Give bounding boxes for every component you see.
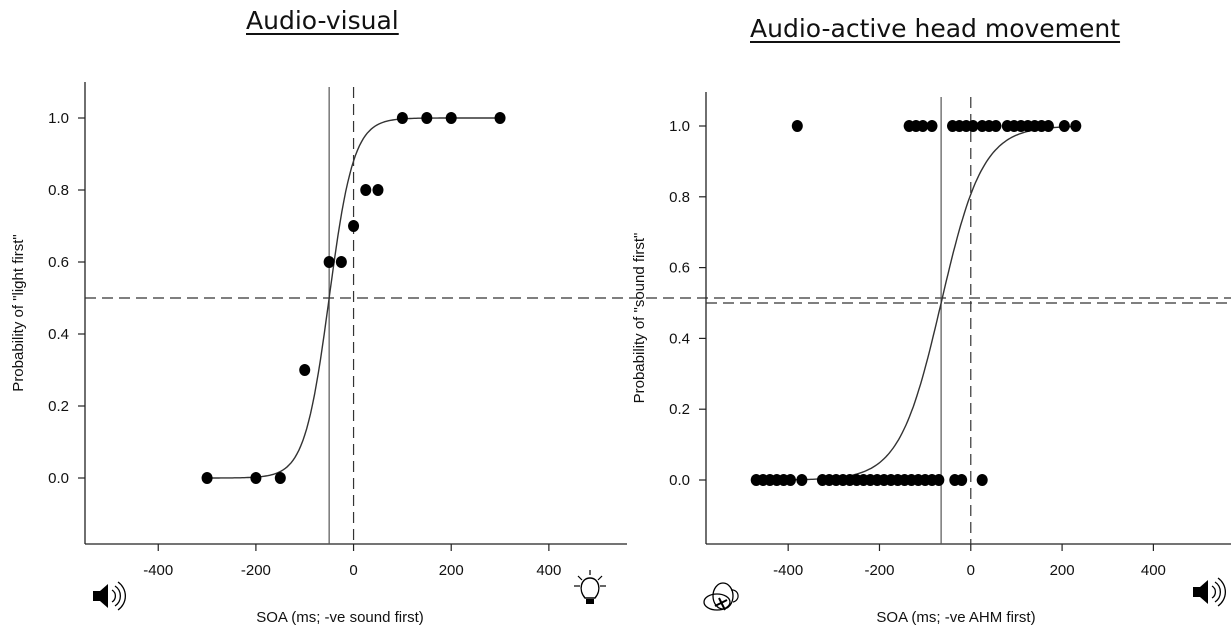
chart-av: -400 -200 0 200 400 0.0 0.2 0.4 0.6 0.8 1.0 SOA (ms…: [10, 82, 1231, 626]
x-tick-label: 400: [536, 562, 561, 579]
x-tick-label: -400: [773, 562, 803, 579]
data-point: [990, 120, 1002, 132]
data-point: [445, 112, 457, 124]
chart-title-audio-active-head-movement: Audio-active head movement: [750, 14, 1121, 43]
data-point: [1042, 120, 1054, 132]
y-axis-label: Probability of "sound first": [631, 233, 648, 404]
y-tick-label: 0.0: [48, 470, 69, 487]
data-point: [201, 472, 213, 484]
data-point: [274, 472, 286, 484]
data-point: [494, 112, 506, 124]
y-tick-label: 1.0: [669, 118, 690, 135]
data-point: [372, 184, 384, 196]
x-tick-label: 0: [967, 562, 975, 579]
y-tick-label: 1.0: [48, 110, 69, 127]
data-point: [335, 256, 347, 268]
data-point: [926, 120, 938, 132]
data-point: [976, 474, 988, 486]
x-tick-label: 0: [349, 562, 357, 579]
data-point: [967, 120, 979, 132]
x-tick-label: -400: [143, 562, 173, 579]
data-point: [917, 120, 929, 132]
lightbulb-icon: [574, 570, 606, 604]
speaker-icon: [1193, 577, 1227, 607]
x-tick-label: -200: [864, 562, 894, 579]
data-point: [791, 120, 803, 132]
y-tick-label: 0.2: [48, 398, 69, 415]
data-point: [421, 112, 433, 124]
data-point: [956, 474, 968, 486]
x-axis-label: SOA (ms; -ve AHM first): [876, 609, 1035, 626]
data-point: [360, 184, 372, 196]
chart-title-audio-visual: Audio-visual: [246, 6, 399, 35]
data-point: [1070, 120, 1082, 132]
y-tick-label: 0.2: [669, 401, 690, 418]
speaker-icon: [93, 581, 127, 611]
x-tick-label: 200: [439, 562, 464, 579]
data-point: [348, 220, 360, 232]
y-tick-label: 0.6: [48, 254, 69, 271]
chart-ahm: -400 -200 0 200 400 0.0 0.2 0.4 0.6 0.8 1.0 SOA (ms…: [631, 92, 1231, 626]
data-point: [1058, 120, 1070, 132]
y-tick-label: 0.6: [669, 260, 690, 277]
data-point: [784, 474, 796, 486]
data-point: [250, 472, 262, 484]
data-point: [323, 256, 335, 268]
y-tick-label: 0.0: [669, 472, 690, 489]
y-tick-label: 0.4: [669, 330, 690, 347]
data-point: [933, 474, 945, 486]
fit-curve: [756, 125, 1076, 481]
y-tick-label: 0.8: [48, 182, 69, 199]
x-tick-label: 200: [1050, 562, 1075, 579]
x-axis-label: SOA (ms; -ve sound first): [256, 609, 424, 626]
data-point: [396, 112, 408, 124]
y-tick-label: 0.8: [669, 189, 690, 206]
data-point: [299, 364, 311, 376]
data-point: [796, 474, 808, 486]
head-movement-icon: [703, 582, 739, 611]
x-tick-label: 400: [1141, 562, 1166, 579]
y-axis-label: Probability of "light first": [10, 234, 27, 391]
x-tick-label: -200: [241, 562, 271, 579]
y-tick-label: 0.4: [48, 326, 69, 343]
